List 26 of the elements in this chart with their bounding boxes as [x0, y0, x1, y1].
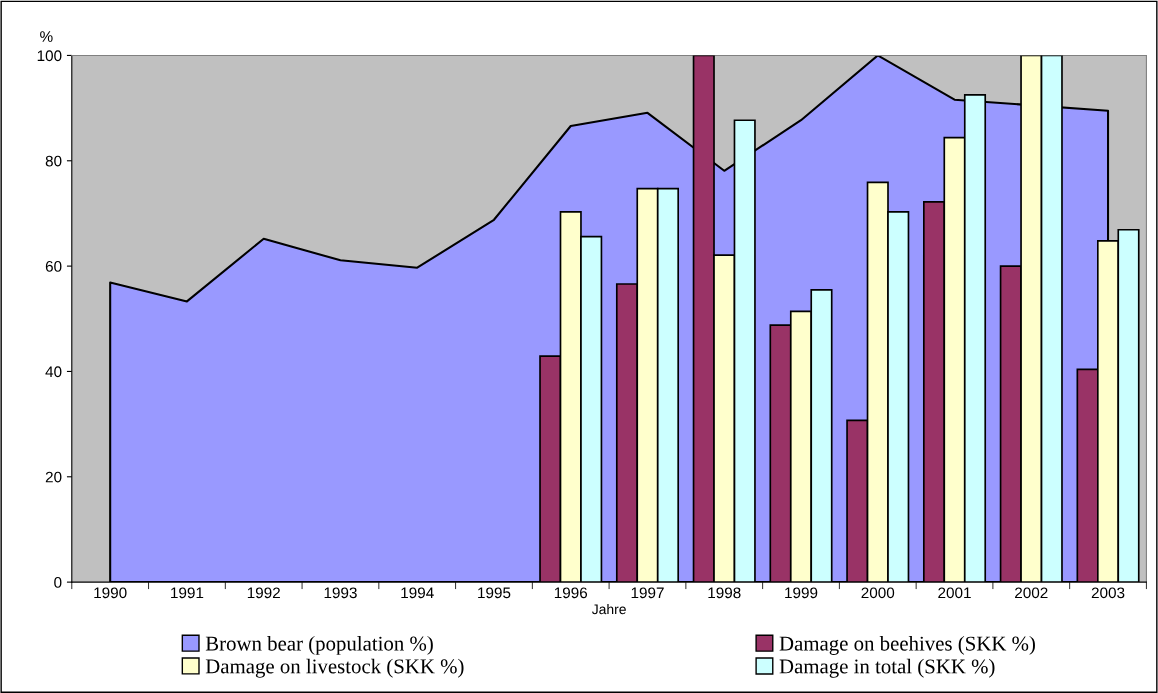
x-tick-label: 2003	[1091, 587, 1125, 599]
legend-label: Damage on beehives (SKK %)	[779, 635, 1035, 655]
x-tick-label: 1992	[247, 587, 280, 599]
y-axis-title: %	[40, 31, 53, 42]
x-tick-label: 1993	[324, 587, 357, 599]
y-tick-label: 0	[54, 576, 62, 588]
x-tick-label: 1995	[478, 587, 511, 599]
x-tick-label: 1998	[708, 587, 741, 599]
x-tick-label: 1994	[401, 587, 434, 599]
x-tick-label: 2002	[1015, 587, 1048, 599]
x-tick-label: 1991	[171, 587, 204, 599]
x-tick-label: 1997	[631, 587, 664, 599]
y-tick-label: 100	[37, 50, 62, 62]
y-tick-label: 20	[45, 471, 62, 483]
x-tick-label: 1996	[554, 587, 588, 599]
legend-label: Damage on livestock (SKK %)	[205, 658, 464, 678]
y-tick-label: 80	[45, 155, 62, 167]
x-axis-title: Jahre	[591, 604, 626, 615]
y-tick-label: 40	[45, 366, 62, 378]
y-tick-label: 60	[45, 260, 62, 272]
legend-label: Damage in total (SKK %)	[779, 658, 995, 678]
x-tick-label: 2001	[938, 587, 971, 599]
x-tick-label: 2000	[861, 587, 895, 599]
x-tick-label: 1999	[785, 587, 818, 599]
legend-label: Brown bear (population %)	[205, 635, 433, 655]
x-tick-label: 1990	[94, 587, 127, 599]
